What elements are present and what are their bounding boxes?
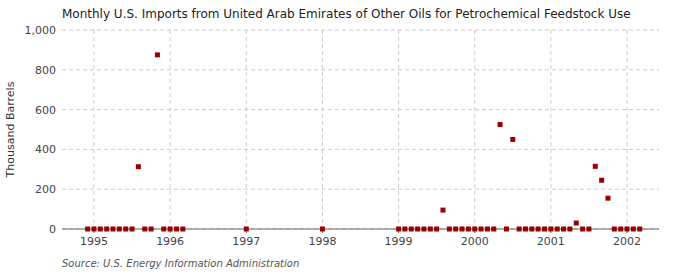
point bbox=[580, 227, 585, 232]
x-tick-label: 1998 bbox=[308, 235, 336, 248]
y-grid-line bbox=[62, 109, 659, 110]
points bbox=[85, 52, 642, 231]
y-tick-label: 0 bbox=[49, 223, 56, 236]
point bbox=[447, 227, 452, 232]
point bbox=[428, 227, 433, 232]
point bbox=[440, 208, 445, 213]
point bbox=[637, 227, 642, 232]
point bbox=[599, 178, 604, 183]
chart: Monthly U.S. Imports from United Arab Em… bbox=[0, 0, 675, 275]
point bbox=[409, 227, 414, 232]
point bbox=[605, 196, 610, 201]
point bbox=[168, 227, 173, 232]
point bbox=[485, 227, 490, 232]
point bbox=[111, 227, 116, 232]
grid bbox=[62, 30, 659, 229]
x-grid-line bbox=[474, 30, 475, 229]
x-grid-line bbox=[170, 30, 171, 229]
y-axis-label: Thousand Barrels bbox=[4, 81, 17, 178]
y-grid-line bbox=[62, 149, 659, 150]
y-tick-label: 600 bbox=[35, 104, 56, 117]
point bbox=[574, 221, 579, 226]
point bbox=[320, 227, 325, 232]
point bbox=[523, 227, 528, 232]
point bbox=[479, 227, 484, 232]
point bbox=[586, 227, 591, 232]
point bbox=[504, 227, 509, 232]
y-tick-label: 1,000 bbox=[25, 24, 57, 37]
point bbox=[625, 227, 630, 232]
x-grid-line bbox=[246, 30, 247, 229]
x-grid-line bbox=[93, 30, 94, 229]
point bbox=[517, 227, 522, 232]
point bbox=[555, 227, 560, 232]
point bbox=[415, 227, 420, 232]
point bbox=[618, 227, 623, 232]
point bbox=[142, 227, 147, 232]
x-tick-label: 2000 bbox=[461, 235, 489, 248]
point bbox=[161, 227, 166, 232]
y-tick-label: 800 bbox=[35, 64, 56, 77]
point bbox=[155, 52, 160, 57]
y-grid-line bbox=[62, 189, 659, 190]
y-grid-line bbox=[62, 69, 659, 70]
x-grid-line bbox=[550, 30, 551, 229]
y-tick-label: 400 bbox=[35, 143, 56, 156]
point bbox=[567, 227, 572, 232]
point bbox=[180, 227, 185, 232]
point bbox=[130, 227, 135, 232]
point bbox=[174, 227, 179, 232]
point bbox=[529, 227, 534, 232]
x-tick-label: 1996 bbox=[156, 235, 184, 248]
point bbox=[542, 227, 547, 232]
point bbox=[244, 227, 249, 232]
x-tick-label: 2001 bbox=[537, 235, 565, 248]
point bbox=[136, 164, 141, 169]
point bbox=[631, 227, 636, 232]
x-tick-label: 1997 bbox=[232, 235, 260, 248]
y-grid-line bbox=[62, 30, 659, 31]
point bbox=[117, 227, 122, 232]
point bbox=[402, 227, 407, 232]
point bbox=[466, 227, 471, 232]
point bbox=[460, 227, 465, 232]
annotation: Source: U.S. Energy Information Administ… bbox=[62, 258, 299, 269]
y-tick-label: 200 bbox=[35, 183, 56, 196]
x-tick-label: 1995 bbox=[80, 235, 108, 248]
title: Monthly U.S. Imports from United Arab Em… bbox=[62, 7, 631, 21]
point bbox=[498, 122, 503, 127]
point bbox=[149, 227, 154, 232]
point bbox=[104, 227, 109, 232]
point bbox=[548, 227, 553, 232]
point bbox=[434, 227, 439, 232]
point bbox=[491, 227, 496, 232]
point bbox=[123, 227, 128, 232]
x-tick-label: 2002 bbox=[613, 235, 641, 248]
x-grid-line bbox=[322, 30, 323, 229]
x-tick-label: 1999 bbox=[385, 235, 413, 248]
point bbox=[536, 227, 541, 232]
point bbox=[421, 227, 426, 232]
point bbox=[612, 227, 617, 232]
point bbox=[472, 227, 477, 232]
point bbox=[98, 227, 103, 232]
point bbox=[453, 227, 458, 232]
point bbox=[91, 227, 96, 232]
x-grid-line bbox=[398, 30, 399, 229]
point bbox=[593, 164, 598, 169]
axes: 0 200 400 600 800 1,000 1995 1996 1997 1998 1999 20… bbox=[25, 24, 660, 248]
point bbox=[561, 227, 566, 232]
point bbox=[85, 227, 90, 232]
point bbox=[396, 227, 401, 232]
point bbox=[510, 137, 515, 142]
x-grid-line bbox=[627, 30, 628, 229]
